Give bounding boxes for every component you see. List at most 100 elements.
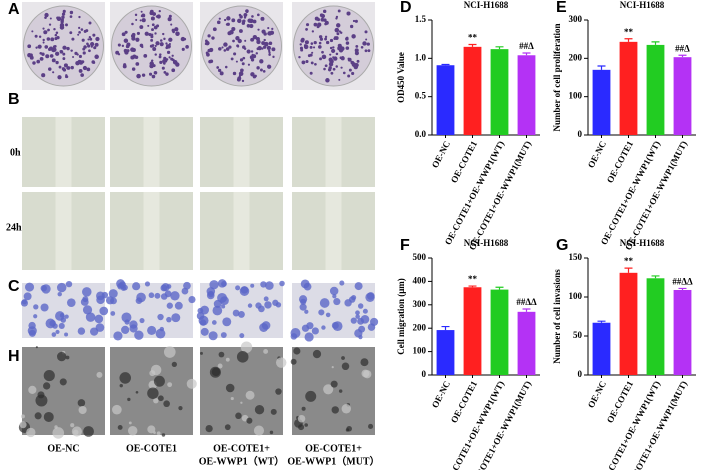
colony (367, 49, 371, 53)
cell (332, 294, 337, 299)
chart-title: NCI-H1688 (620, 0, 665, 10)
colony (167, 17, 172, 22)
colony (147, 24, 150, 27)
organelle (65, 355, 70, 360)
error-bar (441, 63, 450, 66)
colony (243, 47, 247, 50)
colony (94, 54, 99, 60)
cell (33, 314, 38, 319)
colony (261, 47, 264, 50)
colony (94, 42, 99, 47)
colony (55, 51, 60, 56)
error-bar (468, 285, 477, 288)
cell (113, 331, 123, 341)
colony (69, 10, 74, 15)
organelle (293, 347, 301, 355)
colony (318, 45, 322, 49)
colony (34, 34, 38, 38)
cell (119, 281, 127, 289)
cell (329, 286, 339, 296)
bar (619, 41, 638, 135)
x-tick-label: OE-NC (586, 139, 608, 169)
colony (351, 34, 356, 39)
cell (51, 332, 57, 337)
colony (305, 59, 309, 64)
significance: ** (624, 256, 634, 266)
colony (231, 18, 236, 23)
organelle (178, 406, 183, 411)
organelle (43, 411, 54, 422)
y-tick-label: 0 (422, 369, 427, 379)
colony (310, 42, 314, 45)
cell (183, 281, 191, 290)
colony (66, 67, 69, 70)
colony (159, 60, 163, 65)
organelle (240, 341, 253, 353)
cell (64, 314, 69, 319)
colony (58, 65, 62, 69)
colony (49, 17, 52, 20)
organelle (161, 433, 166, 437)
y-tick-label: 300 (569, 14, 583, 24)
colony (65, 23, 68, 27)
colony (170, 23, 173, 26)
colony (337, 46, 342, 51)
colony (144, 31, 149, 36)
cell (300, 298, 307, 305)
cell (200, 327, 209, 336)
y-tick-label: 200 (569, 52, 583, 62)
colony (41, 52, 45, 56)
colony (323, 18, 327, 22)
colony (242, 19, 246, 23)
colony (42, 27, 45, 30)
organelle (147, 425, 156, 434)
colony (123, 63, 127, 67)
organelle (135, 390, 139, 394)
cell (196, 312, 205, 320)
colony (86, 42, 89, 46)
cell (129, 324, 138, 333)
colony (232, 39, 235, 43)
chart-title: NCI-H1688 (620, 238, 665, 248)
colony (313, 22, 318, 27)
colony (83, 45, 87, 49)
colony (171, 68, 176, 73)
colony (51, 58, 56, 63)
colony (45, 54, 50, 59)
colony (78, 15, 81, 19)
colony (155, 41, 160, 46)
colony (66, 46, 70, 51)
cell (299, 303, 307, 311)
cell (82, 305, 93, 315)
colony (226, 16, 231, 21)
organelle (341, 362, 350, 371)
x-tick-label: OE-COTE1 (605, 379, 636, 425)
cell (261, 321, 271, 330)
cell (139, 318, 145, 324)
cell (209, 280, 219, 290)
x-tick-label: OE-NC (586, 379, 608, 409)
cell (49, 320, 56, 327)
y-axis-label: Cell migration (μm) (396, 278, 406, 355)
colony (168, 37, 173, 42)
colony (330, 71, 334, 75)
error-bar (597, 320, 606, 323)
colony (216, 20, 221, 25)
cell (272, 299, 279, 306)
colony (305, 28, 308, 31)
organelle (52, 427, 65, 439)
colony (161, 66, 165, 70)
organelle (236, 351, 249, 363)
colony (309, 45, 313, 49)
colony (217, 68, 222, 73)
y-tick-label: 0 (578, 129, 583, 139)
colony (123, 48, 128, 53)
colony (216, 66, 220, 69)
organelle (186, 378, 197, 389)
colony (209, 47, 214, 52)
colony (268, 41, 273, 46)
colony (324, 35, 328, 39)
bar (436, 65, 455, 135)
cell (148, 292, 155, 299)
cell (367, 323, 376, 331)
